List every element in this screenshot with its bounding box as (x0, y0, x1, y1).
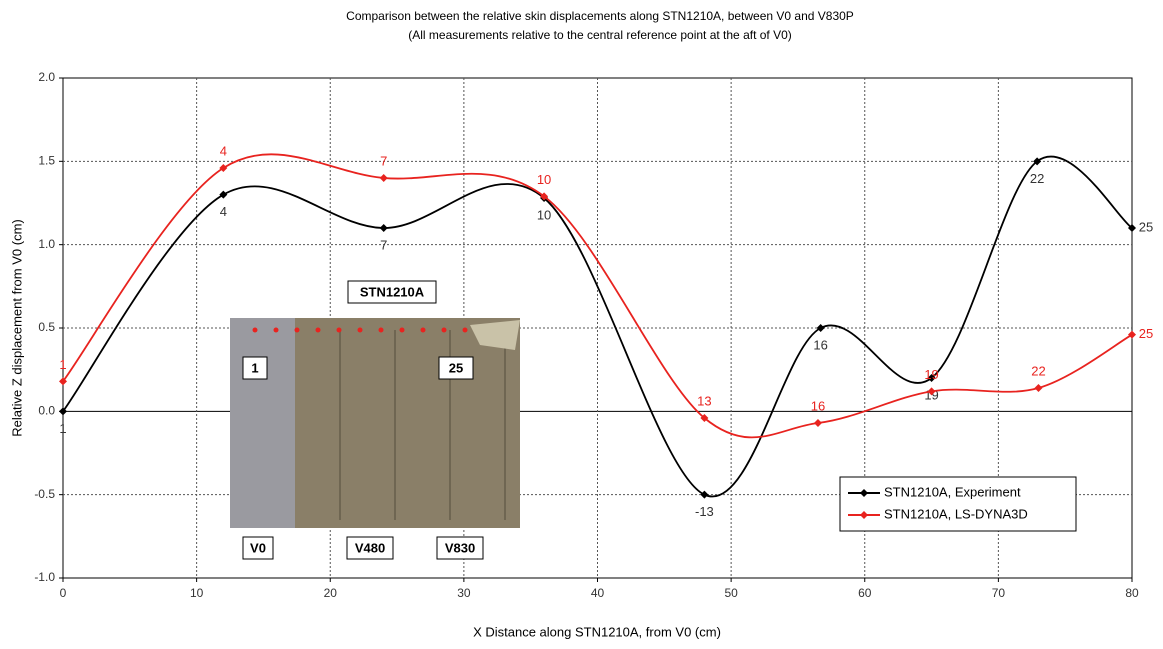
inset-label: V830 (445, 540, 475, 555)
x-axis-label: X Distance along STN1210A, from V0 (cm) (473, 624, 721, 639)
point-label: 13 (697, 393, 711, 408)
y-tick-label: 0.5 (38, 320, 55, 334)
point-label: 4 (220, 204, 227, 219)
point-label: 1 (59, 421, 66, 436)
point-label: 25 (1139, 326, 1153, 341)
y-tick-label: -0.5 (34, 487, 55, 501)
point-label: -13 (695, 504, 714, 519)
photo-dot (274, 328, 279, 333)
photo-dot (316, 328, 321, 333)
point-label: 25 (1139, 219, 1153, 234)
y-tick-label: 1.5 (38, 154, 55, 168)
x-tick-label: 50 (724, 586, 738, 600)
photo-dot (358, 328, 363, 333)
photo-strip (230, 318, 295, 528)
point-label: 22 (1031, 363, 1045, 378)
point-label: 7 (380, 153, 387, 168)
photo-dot (253, 328, 258, 333)
inset-label: 25 (449, 360, 463, 375)
photo-dot (337, 328, 342, 333)
inset-photo: STN1210A 1 25 V0 V480 V830 (230, 281, 520, 559)
photo-dot (463, 328, 468, 333)
inset-label: STN1210A (360, 284, 425, 299)
chart: Comparison between the relative skin dis… (0, 0, 1163, 644)
y-tick-label: 2.0 (38, 70, 55, 84)
legend-label: STN1210A, Experiment (884, 484, 1021, 499)
legend-label: STN1210A, LS-DYNA3D (884, 506, 1028, 521)
x-tick-label: 60 (858, 586, 872, 600)
x-tick-label: 20 (324, 586, 338, 600)
inset-label: 1 (251, 360, 258, 375)
chart-title: Comparison between the relative skin dis… (346, 9, 854, 23)
x-tick-label: 10 (190, 586, 204, 600)
x-tick-label: 40 (591, 586, 605, 600)
point-label: 16 (811, 398, 825, 413)
inset-label: V0 (250, 540, 266, 555)
point-label: 16 (813, 337, 827, 352)
point-label: 22 (1030, 171, 1044, 186)
point-label: 4 (220, 143, 227, 158)
y-tick-label: 0.0 (38, 404, 55, 418)
point-label: 10 (537, 207, 551, 222)
photo-dot (400, 328, 405, 333)
photo-dot (379, 328, 384, 333)
x-tick-label: 70 (992, 586, 1006, 600)
chart-subtitle: (All measurements relative to the centra… (408, 28, 792, 42)
x-tick-label: 0 (60, 586, 67, 600)
point-label: 19 (924, 367, 938, 382)
y-tick-label: 1.0 (38, 237, 55, 251)
photo-dot (442, 328, 447, 333)
photo-dot (421, 328, 426, 333)
y-tick-label: -1.0 (34, 570, 55, 584)
point-label: 1 (59, 357, 66, 372)
photo-dot (295, 328, 300, 333)
point-label: 7 (380, 237, 387, 252)
inset-label: V480 (355, 540, 385, 555)
y-axis-label: Relative Z displacement from V0 (cm) (9, 219, 24, 436)
page: Comparison between the relative skin dis… (0, 0, 1163, 649)
point-label: 10 (537, 172, 551, 187)
x-tick-label: 30 (457, 586, 471, 600)
x-tick-label: 80 (1125, 586, 1139, 600)
